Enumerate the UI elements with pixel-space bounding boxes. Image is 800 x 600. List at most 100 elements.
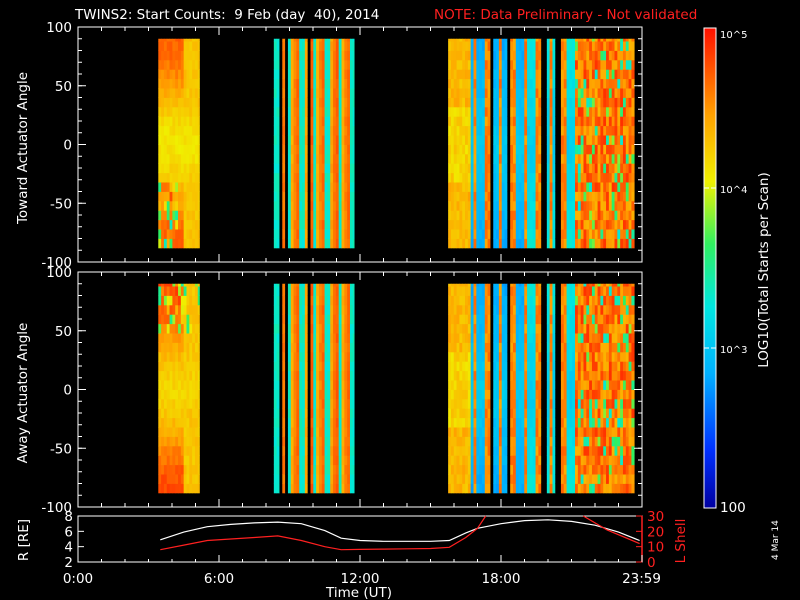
- heatmap-cell: [603, 135, 607, 145]
- heatmap-cell: [273, 342, 278, 353]
- heatmap-cell: [307, 342, 311, 353]
- heatmap-cell: [532, 116, 536, 127]
- heatmap-cell: [535, 361, 539, 372]
- ytick-label: 100: [46, 20, 72, 36]
- heatmap-cell: [507, 125, 511, 136]
- heatmap-cell: [479, 144, 483, 155]
- heatmap-cell: [316, 200, 320, 211]
- heatmap-cell: [566, 370, 570, 381]
- heatmap-cell: [344, 483, 348, 494]
- heatmap-cell: [287, 125, 292, 136]
- heatmap-cell: [318, 153, 323, 164]
- heatmap-cell: [560, 69, 565, 80]
- heatmap-cell: [194, 153, 199, 164]
- heatmap-cell: [327, 210, 331, 221]
- heatmap-cell: [541, 295, 545, 306]
- heatmap-cell: [316, 88, 320, 98]
- heatmap-cell: [273, 436, 278, 447]
- heatmap-cell: [476, 474, 480, 484]
- heatmap-cell: [580, 172, 584, 183]
- heatmap-cell: [577, 445, 582, 456]
- heatmap-cell: [481, 427, 486, 437]
- heatmap-cell: [628, 172, 632, 183]
- heatmap-cell: [279, 283, 283, 287]
- heatmap-cell: [487, 116, 491, 127]
- heatmap-cell: [501, 351, 505, 362]
- heatmap-cell: [603, 483, 607, 494]
- heatmap-cell: [535, 483, 539, 494]
- heatmap-cell: [558, 144, 562, 155]
- heatmap-cell: [166, 283, 170, 287]
- heatmap-cell: [473, 464, 477, 475]
- heatmap-cell: [484, 41, 489, 51]
- heatmap-cell: [166, 314, 170, 325]
- heatmap-cell: [180, 172, 185, 183]
- heatmap-cell: [580, 370, 584, 381]
- heatmap-cell: [180, 398, 185, 409]
- heatmap-cell: [529, 78, 534, 89]
- heatmap-cell: [459, 286, 463, 296]
- heatmap-cell: [347, 69, 351, 80]
- heatmap-cell: [498, 333, 503, 343]
- heatmap-cell: [538, 59, 542, 70]
- heatmap-cell: [524, 41, 528, 51]
- heatmap-cell: [563, 219, 567, 230]
- heatmap-cell: [532, 97, 536, 108]
- heatmap-cell: [333, 304, 337, 315]
- heatmap-cell: [580, 333, 584, 343]
- heatmap-cell: [304, 436, 309, 447]
- heatmap-cell: [622, 219, 627, 230]
- heatmap-cell: [316, 50, 320, 61]
- heatmap-cell: [293, 455, 297, 466]
- heatmap-cell: [597, 191, 601, 202]
- heatmap-cell: [496, 445, 500, 456]
- heatmap-cell: [484, 200, 489, 211]
- heatmap-cell: [527, 342, 531, 353]
- heatmap-cell: [293, 389, 297, 400]
- heatmap-cell: [467, 106, 472, 117]
- heatmap-cell: [352, 153, 355, 164]
- heatmap-cell: [330, 163, 334, 174]
- heatmap-cell: [330, 50, 334, 61]
- heatmap-cell: [479, 97, 483, 108]
- heatmap-cell: [591, 69, 596, 80]
- heatmap-cell: [462, 361, 466, 372]
- heatmap-cell: [620, 229, 624, 239]
- heatmap-cell: [180, 436, 185, 447]
- heatmap-cell: [276, 455, 280, 466]
- heatmap-cell: [273, 333, 278, 343]
- heatmap-cell: [498, 116, 503, 127]
- heatmap-cell: [606, 427, 610, 437]
- heatmap-cell: [510, 106, 514, 117]
- heatmap-cell: [535, 135, 539, 145]
- heatmap-cell: [600, 417, 604, 428]
- heatmap-cell: [481, 144, 486, 155]
- heatmap-cell: [532, 314, 536, 325]
- heatmap-cell: [327, 408, 331, 419]
- heatmap-cell: [279, 417, 283, 428]
- heatmap-cell: [347, 455, 351, 466]
- heatmap-cell: [518, 361, 522, 372]
- heatmap-cell: [591, 200, 596, 211]
- heatmap-cell: [538, 342, 542, 353]
- heatmap-cell: [518, 172, 522, 183]
- heatmap-cell: [546, 78, 551, 89]
- heatmap-cell: [175, 219, 179, 230]
- heatmap-cell: [476, 389, 480, 400]
- heatmap-cell: [552, 370, 556, 381]
- heatmap-cell: [327, 483, 331, 494]
- heatmap-cell: [566, 417, 570, 428]
- heatmap-cell: [276, 69, 280, 80]
- heatmap-cell: [518, 125, 522, 136]
- heatmap-cell: [507, 182, 511, 192]
- heatmap-cell: [183, 59, 187, 70]
- heatmap-cell: [493, 398, 497, 409]
- heatmap-cell: [510, 135, 514, 145]
- heatmap-cell: [462, 153, 466, 164]
- heatmap-cell: [625, 125, 630, 136]
- heatmap-cell: [324, 342, 328, 353]
- heatmap-cell: [479, 41, 483, 51]
- heatmap-cell: [175, 361, 179, 372]
- heatmap-cell: [597, 323, 601, 334]
- heatmap-cell: [183, 436, 187, 447]
